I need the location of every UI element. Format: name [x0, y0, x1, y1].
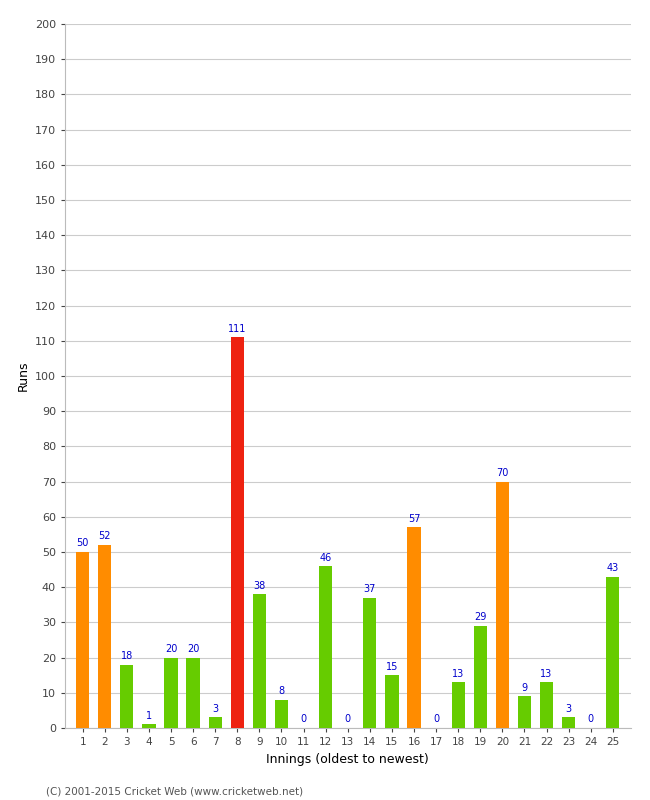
Text: 0: 0	[588, 714, 594, 725]
Bar	[385, 675, 398, 728]
Text: 0: 0	[433, 714, 439, 725]
Bar	[518, 696, 531, 728]
Bar	[606, 577, 619, 728]
Text: 20: 20	[165, 644, 177, 654]
Text: 43: 43	[606, 563, 619, 573]
Text: 9: 9	[521, 683, 528, 693]
Text: 46: 46	[320, 553, 332, 562]
Text: 15: 15	[385, 662, 398, 672]
Text: 52: 52	[99, 531, 111, 542]
Bar	[142, 725, 155, 728]
Text: 70: 70	[496, 468, 508, 478]
Bar	[363, 598, 376, 728]
Text: (C) 2001-2015 Cricket Web (www.cricketweb.net): (C) 2001-2015 Cricket Web (www.cricketwe…	[46, 786, 303, 796]
Y-axis label: Runs: Runs	[16, 361, 29, 391]
Bar	[120, 665, 133, 728]
Text: 13: 13	[452, 669, 464, 678]
Bar	[452, 682, 465, 728]
Bar	[76, 552, 89, 728]
Bar	[562, 718, 575, 728]
Bar	[164, 658, 177, 728]
Text: 1: 1	[146, 711, 152, 721]
X-axis label: Innings (oldest to newest): Innings (oldest to newest)	[266, 753, 429, 766]
Text: 18: 18	[121, 651, 133, 661]
Bar	[496, 482, 509, 728]
Bar	[319, 566, 332, 728]
Text: 13: 13	[540, 669, 552, 678]
Bar	[98, 545, 111, 728]
Bar	[253, 594, 266, 728]
Text: 8: 8	[278, 686, 285, 696]
Text: 3: 3	[212, 704, 218, 714]
Text: 37: 37	[363, 584, 376, 594]
Bar	[408, 527, 421, 728]
Text: 111: 111	[228, 324, 246, 334]
Bar	[275, 700, 288, 728]
Text: 57: 57	[408, 514, 421, 524]
Bar	[540, 682, 553, 728]
Text: 38: 38	[254, 581, 265, 590]
Text: 50: 50	[77, 538, 89, 549]
Text: 3: 3	[566, 704, 572, 714]
Text: 0: 0	[344, 714, 351, 725]
Bar	[187, 658, 200, 728]
Text: 20: 20	[187, 644, 200, 654]
Bar	[231, 338, 244, 728]
Bar	[474, 626, 487, 728]
Text: 29: 29	[474, 613, 486, 622]
Text: 0: 0	[300, 714, 307, 725]
Bar	[209, 718, 222, 728]
